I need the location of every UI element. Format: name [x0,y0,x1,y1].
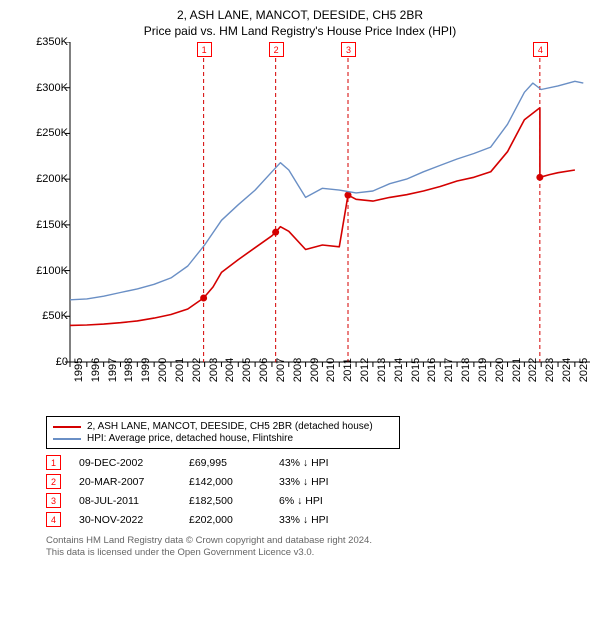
sale-row: 3 08-JUL-2011£182,5006% ↓ HPI [46,493,590,508]
footer-line-2: This data is licensed under the Open Gov… [46,547,590,559]
legend-item: 2, ASH LANE, MANCOT, DEESIDE, CH5 2BR (d… [53,421,393,432]
legend-label: HPI: Average price, detached house, Flin… [87,433,293,444]
attribution-footer: Contains HM Land Registry data © Crown c… [46,535,590,560]
y-tick-label: £50K [30,310,68,322]
legend-swatch [53,438,81,440]
price-chart: £0£50K£100K£150K£200K£250K£300K£350K 199… [30,42,590,412]
sale-price: £202,000 [189,514,279,526]
sale-delta: 43% ↓ HPI [279,457,399,469]
y-tick-label: £250K [30,127,68,139]
sale-row: 1 09-DEC-2002£69,99543% ↓ HPI [46,455,590,470]
legend-swatch [53,426,81,428]
page: 2, ASH LANE, MANCOT, DEESIDE, CH5 2BR Pr… [0,0,600,620]
sale-delta: 6% ↓ HPI [279,495,399,507]
event-marker: 1 [197,42,212,57]
sales-table: 1 09-DEC-2002£69,99543% ↓ HPI 2 20-MAR-2007… [46,455,590,527]
chart-svg [30,42,590,412]
sale-price: £69,995 [189,457,279,469]
footer-line-1: Contains HM Land Registry data © Crown c… [46,535,590,547]
legend: 2, ASH LANE, MANCOT, DEESIDE, CH5 2BR (d… [46,416,400,449]
sale-date: 30-NOV-2022 [79,514,189,526]
event-marker: 2 [269,42,284,57]
y-tick-label: £0 [30,356,68,368]
sale-marker: 3 [46,493,61,508]
chart-titles: 2, ASH LANE, MANCOT, DEESIDE, CH5 2BR Pr… [10,8,590,38]
title-address: 2, ASH LANE, MANCOT, DEESIDE, CH5 2BR [10,8,590,22]
x-axis-labels: 1995199619971998199920002001200220032004… [70,364,590,412]
y-tick-label: £150K [30,219,68,231]
sale-delta: 33% ↓ HPI [279,476,399,488]
y-tick-label: £300K [30,82,68,94]
sale-price: £142,000 [189,476,279,488]
sale-marker: 1 [46,455,61,470]
y-tick-label: £200K [30,173,68,185]
legend-item: HPI: Average price, detached house, Flin… [53,433,393,444]
sale-marker: 2 [46,474,61,489]
title-subtitle: Price paid vs. HM Land Registry's House … [10,24,590,38]
legend-label: 2, ASH LANE, MANCOT, DEESIDE, CH5 2BR (d… [87,421,373,432]
y-tick-label: £350K [30,36,68,48]
y-tick-label: £100K [30,265,68,277]
sale-row: 4 30-NOV-2022£202,00033% ↓ HPI [46,512,590,527]
sale-row: 2 20-MAR-2007£142,00033% ↓ HPI [46,474,590,489]
x-tick-label: 2025 [578,358,600,382]
sale-price: £182,500 [189,495,279,507]
sale-marker: 4 [46,512,61,527]
sale-date: 20-MAR-2007 [79,476,189,488]
sale-delta: 33% ↓ HPI [279,514,399,526]
event-marker: 3 [341,42,356,57]
sale-date: 09-DEC-2002 [79,457,189,469]
event-marker: 4 [533,42,548,57]
sale-date: 08-JUL-2011 [79,495,189,507]
